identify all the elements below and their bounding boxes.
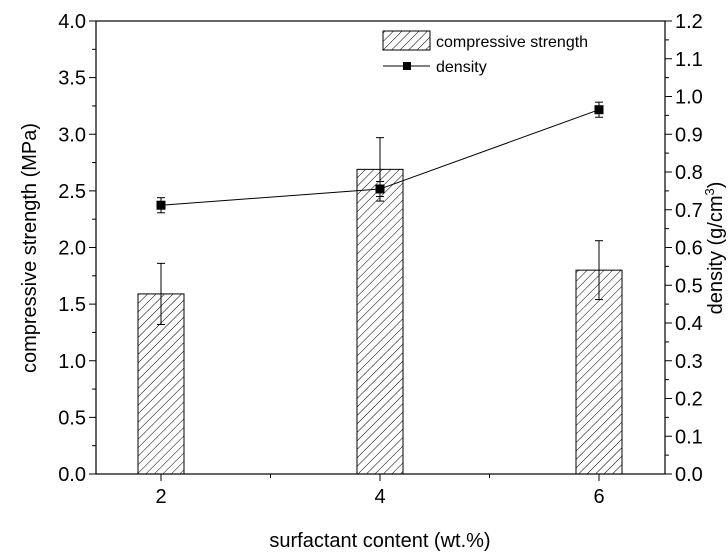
x-tick-label: 4 — [374, 486, 385, 508]
left-tick-label: 1.0 — [58, 351, 86, 373]
left-tick-label: 3.5 — [58, 68, 86, 90]
right-axis-title-main: density (g/cm — [705, 195, 727, 314]
bar-6 — [575, 269, 623, 475]
right-axis-title-sup: 3 — [702, 188, 717, 195]
right-axis-title: density (g/cm3) — [702, 182, 727, 315]
left-axis-ticks: 0.0 0.5 1.0 1.5 2.0 2.5 3.0 3.5 4.0 — [58, 11, 96, 486]
right-tick-label: 0.4 — [675, 313, 703, 335]
x-tick-label: 6 — [593, 486, 604, 508]
x-axis-title: surfactant content (wt.%) — [269, 530, 490, 552]
legend-label-compressive-strength: compressive strength — [436, 34, 588, 51]
error-bar-group — [157, 137, 603, 326]
left-tick-label: 4.0 — [58, 11, 86, 33]
left-tick-label: 2.0 — [58, 238, 86, 260]
right-tick-label: 0.8 — [675, 162, 703, 184]
density-marker-4 — [375, 184, 385, 194]
right-tick-label: 0.7 — [675, 200, 703, 222]
right-tick-label: 0.5 — [675, 275, 703, 297]
x-tick-label: 2 — [155, 486, 166, 508]
legend: compressive strength density — [382, 30, 588, 76]
right-tick-label: 1.0 — [675, 87, 703, 109]
density-marker-6 — [594, 105, 604, 115]
right-tick-label: 0.9 — [675, 124, 703, 146]
bar-4 — [356, 168, 404, 475]
right-tick-label: 0.6 — [675, 238, 703, 260]
right-axis-ticks: 0.0 0.1 0.2 0.3 0.4 0.5 0.6 0.7 0.8 0.9 1.0 1.1 1.2 — [665, 11, 703, 486]
legend-swatch-compressive-strength — [382, 30, 431, 51]
density-line-group — [156, 101, 604, 214]
bar-group — [137, 168, 623, 475]
left-tick-label: 0.0 — [58, 464, 86, 486]
right-tick-label: 0.2 — [675, 389, 703, 411]
left-tick-label: 0.5 — [58, 407, 86, 429]
x-axis-ticks: 2 4 6 — [155, 474, 605, 508]
right-tick-label: 0.0 — [675, 464, 703, 486]
right-axis-title-close: ) — [705, 182, 727, 189]
right-tick-label: 0.1 — [675, 426, 703, 448]
right-tick-label: 1.2 — [675, 11, 703, 33]
right-tick-label: 1.1 — [675, 49, 703, 71]
legend-label-density: density — [436, 59, 487, 76]
density-marker-2 — [156, 200, 166, 210]
left-tick-label: 3.0 — [58, 124, 86, 146]
legend-marker-density — [403, 62, 411, 70]
right-tick-label: 0.3 — [675, 351, 703, 373]
left-axis-title: compressive strength (MPa) — [19, 123, 41, 373]
left-tick-label: 1.5 — [58, 294, 86, 316]
left-tick-label: 2.5 — [58, 181, 86, 203]
